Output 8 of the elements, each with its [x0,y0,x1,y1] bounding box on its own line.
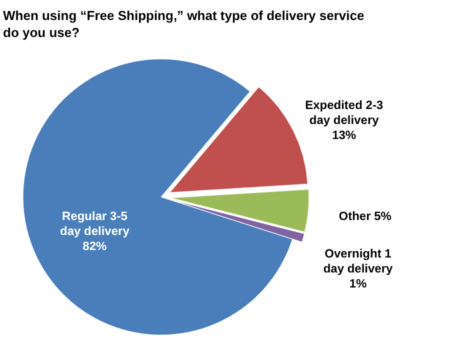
data-label: 1% [349,276,368,291]
chart-title: When using “Free Shipping,” what type of delivery service do you use? [3,8,364,40]
slice-label: Other 5% [338,209,392,224]
slice-label: Expedited 2-3 day delivery [305,98,384,127]
data-label: 13% [332,128,356,142]
data-label: 82% [82,239,108,254]
slice-label: Overnight 1 day delivery [323,246,394,276]
slice-label: Regular 3-5 day delivery [60,209,130,238]
